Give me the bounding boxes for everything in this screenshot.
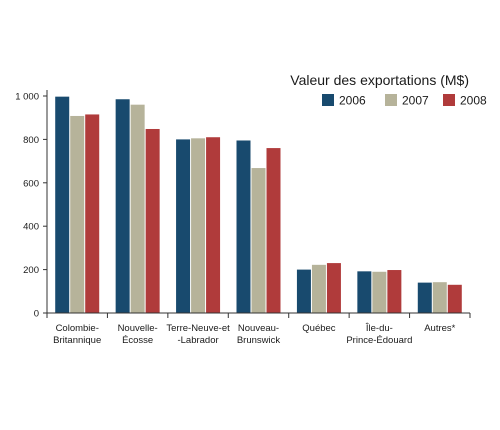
y-tick-label: 400 bbox=[23, 222, 39, 233]
legend-swatch-2006 bbox=[322, 94, 334, 106]
x-category-label-line: Autres* bbox=[424, 323, 455, 334]
bar-2006-0 bbox=[55, 96, 70, 313]
y-tick-label: 200 bbox=[23, 265, 39, 276]
legend-swatch-2008 bbox=[443, 94, 455, 106]
y-tick-label: 600 bbox=[23, 178, 39, 189]
bars bbox=[55, 96, 462, 314]
bar-2008-6 bbox=[447, 284, 462, 313]
bar-2008-0 bbox=[85, 114, 100, 313]
bar-2007-3 bbox=[251, 168, 266, 313]
x-category-label-line: Prince-Édouard bbox=[346, 335, 412, 346]
bar-2007-1 bbox=[130, 104, 145, 314]
x-category-label: Nouveau-Brunswick bbox=[237, 323, 281, 346]
bar-2008-3 bbox=[266, 148, 281, 313]
y-tick-label: 1 000 bbox=[15, 92, 39, 103]
x-category-label-line: Brunswick bbox=[237, 335, 281, 346]
bar-2007-5 bbox=[372, 271, 387, 313]
x-category-label-line: Écosse bbox=[122, 335, 153, 346]
bar-2006-1 bbox=[115, 99, 130, 313]
bar-2008-1 bbox=[145, 128, 160, 313]
y-axis: 0 200 400 600 800 1 000 bbox=[15, 90, 48, 320]
bar-2007-0 bbox=[70, 115, 85, 314]
bar-2006-6 bbox=[417, 282, 432, 313]
x-category-label: Nouvelle-Écosse bbox=[118, 323, 158, 346]
x-category-label: Québec bbox=[302, 323, 336, 334]
legend-swatch-2007 bbox=[385, 94, 397, 106]
y-tick-label: 0 bbox=[34, 309, 39, 320]
bar-2008-4 bbox=[326, 263, 341, 313]
x-category-label: Autres* bbox=[424, 323, 455, 334]
bar-2007-4 bbox=[311, 264, 326, 313]
x-category-label-line: Île-du- bbox=[365, 323, 393, 334]
x-axis: Colombie-Britannique Nouvelle-Écosse Terre… bbox=[46, 312, 471, 346]
legend: 2006 2007 2008 bbox=[322, 94, 487, 108]
bar-2006-4 bbox=[296, 269, 311, 313]
x-category-label-line: Nouveau- bbox=[238, 323, 279, 334]
chart-title: Valeur des exportations (M$) bbox=[290, 72, 469, 88]
x-category-label-line: Nouvelle- bbox=[118, 323, 158, 334]
x-category-label: Colombie-Britannique bbox=[53, 323, 101, 346]
bar-2006-2 bbox=[176, 139, 191, 313]
x-category-label-line: -Labrador bbox=[177, 335, 218, 346]
y-tick-label: 800 bbox=[23, 135, 39, 146]
x-category-label: Île-du-Prince-Édouard bbox=[346, 323, 412, 346]
legend-label-2008: 2008 bbox=[460, 94, 487, 108]
bar-2006-3 bbox=[236, 140, 251, 313]
bar-2008-2 bbox=[206, 137, 221, 313]
legend-label-2006: 2006 bbox=[339, 94, 366, 108]
x-category-label: Terre-Neuve-et -Labrador bbox=[166, 323, 230, 346]
legend-label-2007: 2007 bbox=[402, 94, 429, 108]
x-category-label-line: Québec bbox=[302, 323, 336, 334]
x-category-label-line: Colombie- bbox=[56, 323, 99, 334]
bar-2006-5 bbox=[357, 271, 372, 313]
x-category-label-line: Terre-Neuve-et bbox=[166, 323, 230, 334]
bar-2007-2 bbox=[191, 138, 206, 313]
bar-2008-5 bbox=[387, 270, 402, 313]
bar-2007-6 bbox=[432, 282, 447, 313]
x-category-label-line: Britannique bbox=[53, 335, 101, 346]
